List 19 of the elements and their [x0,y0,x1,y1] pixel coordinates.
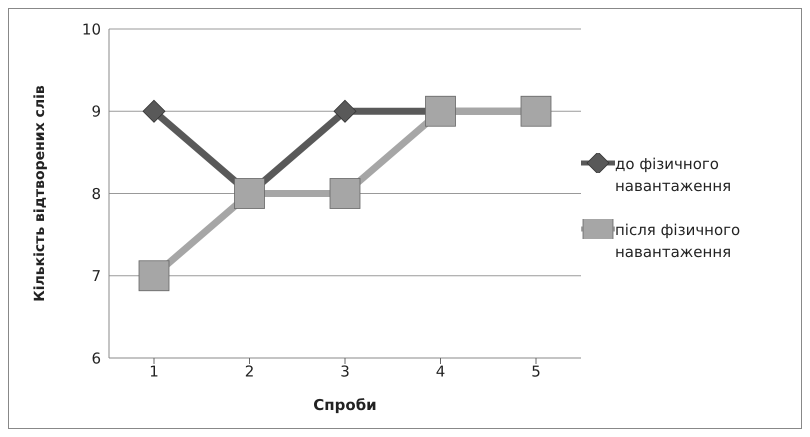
y-tick-label: 6 [91,349,101,368]
y-tick-label: 8 [91,184,101,203]
point [138,260,170,292]
x-tick-label: 3 [340,362,350,381]
y-axis-title: Кількість відтворених слів [32,85,48,302]
point [330,178,360,209]
x-tick-label: 2 [244,362,254,381]
x-tick-label: 5 [531,362,541,381]
legend-label: після фізичного навантаження [615,220,742,262]
y-tick-label: 10 [82,20,101,38]
x-axis-title: Спроби [313,396,377,414]
point [425,96,456,127]
legend-label: до фізичного навантаження [615,154,732,196]
y-tick-label: 7 [91,267,101,286]
point [520,96,552,127]
x-tick-label: 1 [149,362,159,381]
point [234,178,265,209]
x-tick-label: 4 [436,362,446,381]
y-tick-label: 9 [91,102,101,121]
